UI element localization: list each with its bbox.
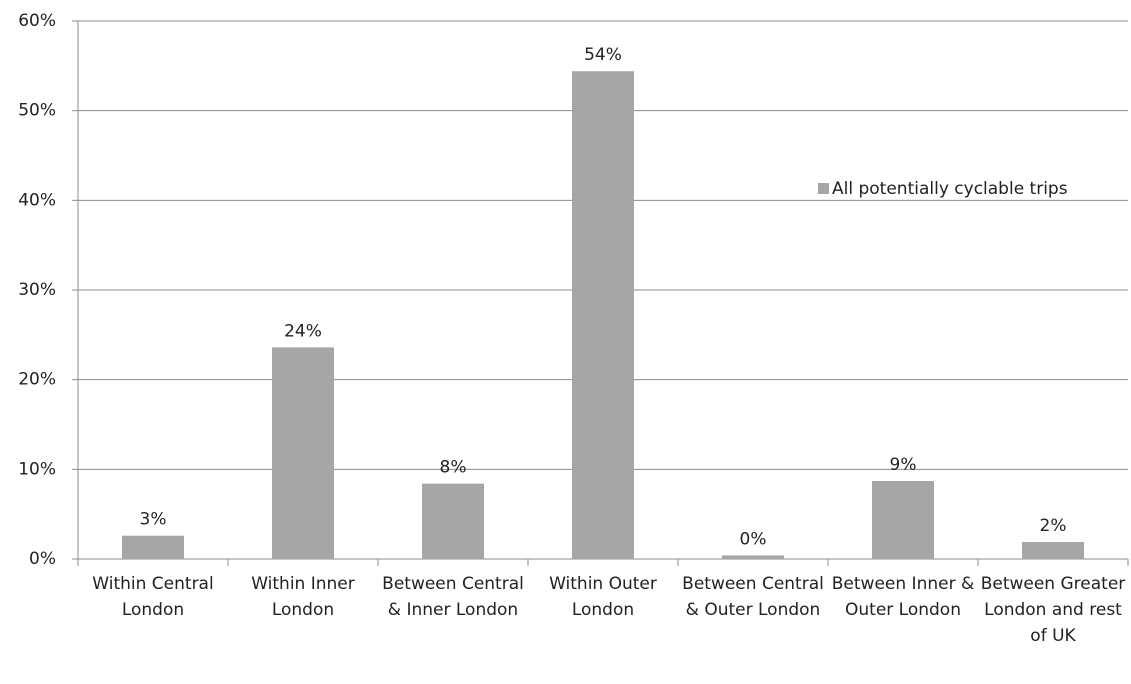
y-tick-label: 50% [18, 101, 56, 121]
value-label: 54% [584, 45, 622, 65]
legend-label: All potentially cyclable trips [832, 179, 1068, 199]
value-label: 24% [284, 321, 322, 341]
value-label: 8% [440, 458, 467, 478]
x-tick-label: Between Central & Inner London [382, 574, 524, 620]
x-tick-label: Within Central London [92, 574, 214, 620]
value-label: 9% [890, 455, 917, 475]
value-label: 0% [740, 529, 767, 549]
y-tick-label: 30% [18, 280, 56, 300]
y-tick-label: 10% [18, 459, 56, 479]
bar [572, 71, 634, 560]
x-tick-label: Between Inner & Outer London [831, 574, 975, 620]
y-tick-label: 40% [18, 190, 56, 210]
bar [1022, 541, 1084, 559]
bar [122, 535, 184, 559]
y-tick-label: 60% [18, 11, 56, 31]
bar [272, 347, 334, 559]
bar [422, 483, 484, 559]
x-tick-label: Within Inner London [251, 574, 355, 620]
x-tick-label: Between Greater London and rest of UK [980, 574, 1126, 646]
bar [722, 555, 784, 559]
value-label: 2% [1040, 516, 1067, 536]
legend-swatch [818, 183, 829, 194]
y-tick-label: 0% [29, 549, 56, 569]
y-tick-label: 20% [18, 370, 56, 390]
x-tick-label: Within Outer London [549, 574, 657, 620]
bar [872, 480, 934, 559]
value-label: 3% [140, 510, 167, 530]
x-tick-label: Between Central & Outer London [682, 574, 824, 620]
